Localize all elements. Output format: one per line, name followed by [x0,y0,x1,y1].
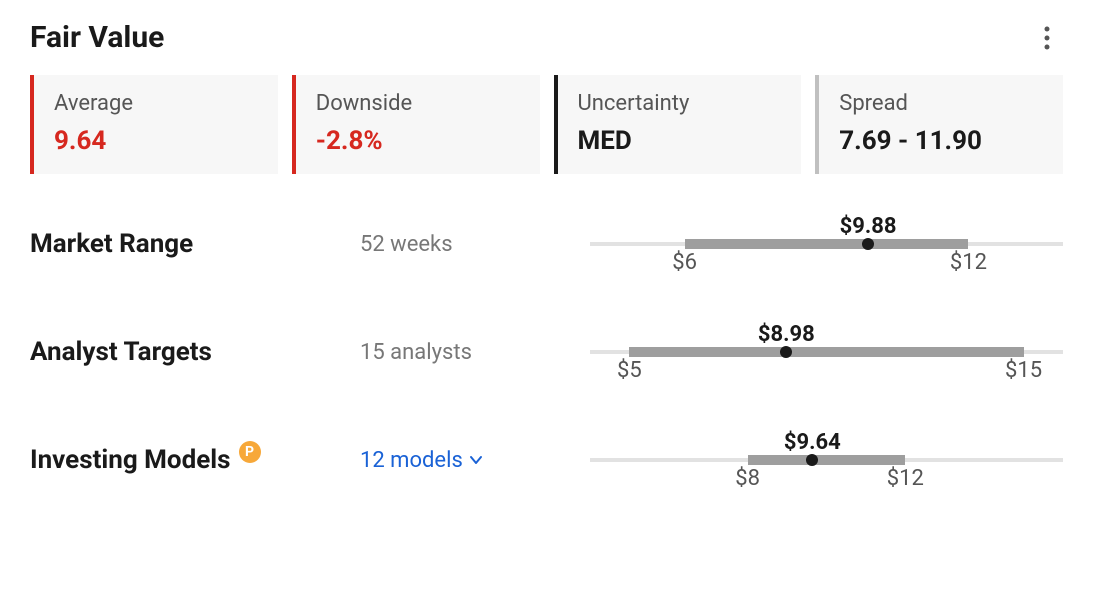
metric-label: Spread [839,91,1043,116]
range-track [590,350,1063,354]
row-label: Analyst Targets [30,337,360,367]
range-row: Market Range 52 weeks $9.88 $6 $12 [30,214,1063,274]
premium-badge-icon: P [239,441,261,463]
chevron-down-icon [469,453,483,467]
row-label-text: Analyst Targets [30,337,212,367]
more-vertical-icon [1044,26,1050,50]
range-current-label: $9.64 [784,430,841,455]
row-label: Market Range [30,229,360,259]
range-current-label: $9.88 [840,214,897,239]
metric-card: Spread 7.69 - 11.90 [815,75,1063,174]
range-low-label: $5 [617,358,642,383]
range-current-dot [862,238,874,250]
range-high-label: $15 [1005,358,1042,383]
range-track [590,242,1063,246]
row-label-text: Market Range [30,229,193,259]
metric-card: Average 9.64 [30,75,278,174]
metric-value: -2.8% [316,126,520,156]
metric-value: 7.69 - 11.90 [839,126,1043,156]
range-slider: $8.98 $5 $15 [590,322,1063,382]
row-sub: 52 weeks [360,232,590,257]
metric-card: Downside -2.8% [292,75,540,174]
row-sub-text: 15 analysts [360,340,472,365]
range-fill [748,455,906,465]
range-high-label: $12 [950,250,987,275]
metric-label: Average [54,91,258,116]
range-current-label: $8.98 [758,322,815,347]
row-label: Investing ModelsP [30,445,360,475]
metric-card: Uncertainty MED [554,75,802,174]
range-slider: $9.64 $8 $12 [590,430,1063,490]
range-slider: $9.88 $6 $12 [590,214,1063,274]
metric-value: MED [578,126,782,156]
metric-label: Downside [316,91,520,116]
range-fill [629,347,1023,357]
range-current-dot [780,346,792,358]
range-high-label: $12 [887,466,924,491]
metric-label: Uncertainty [578,91,782,116]
row-sub: 15 analysts [360,340,590,365]
row-sub-link[interactable]: 12 models [360,448,590,473]
range-track [590,458,1063,462]
range-low-label: $6 [672,250,697,275]
more-options-button[interactable] [1031,22,1063,54]
row-sub-text: 12 models [360,448,463,473]
metric-value: 9.64 [54,126,258,156]
row-label-text: Investing Models [30,445,231,475]
range-low-label: $8 [735,466,760,491]
row-sub-text: 52 weeks [360,232,453,257]
range-fill [685,239,969,249]
range-row: Investing ModelsP12 models$9.64$8$12 [30,430,1063,490]
range-current-dot [806,454,818,466]
page-title: Fair Value [30,20,164,55]
range-row: Analyst Targets 15 analysts $8.98 $5 $15 [30,322,1063,382]
